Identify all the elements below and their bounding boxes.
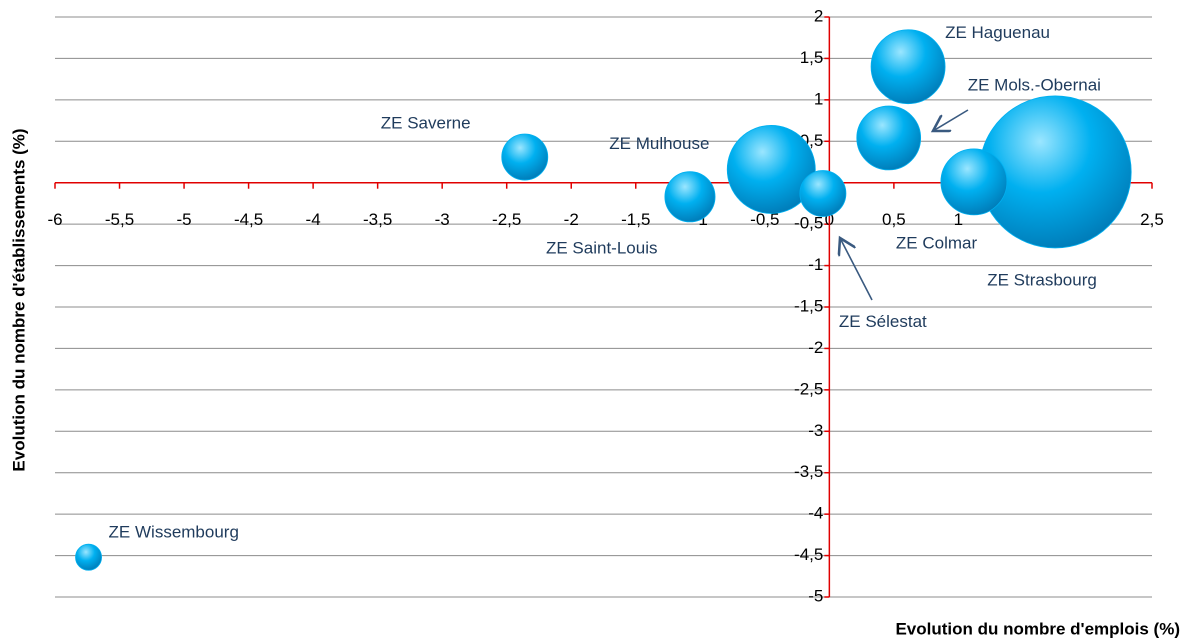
- bubble-label: ZE Strasbourg: [987, 270, 1097, 289]
- y-axis-title: Evolution du nombre d'établissements (%): [9, 128, 28, 471]
- bubble: [664, 171, 716, 223]
- arrow: [933, 109, 969, 131]
- bubble-label: ZE Wissembourg: [109, 523, 239, 542]
- y-tick-label: -2: [808, 338, 823, 357]
- y-tick-label: 1,5: [800, 48, 824, 67]
- bubble: [940, 148, 1008, 216]
- bubble: [799, 170, 847, 217]
- arrow: [840, 238, 873, 301]
- bubble-label: ZE Saint-Louis: [546, 238, 658, 257]
- x-tick-label: -0,5: [750, 210, 779, 229]
- x-tick-label: 2,5: [1140, 210, 1164, 229]
- x-axis-title: Evolution du nombre d'emplois (%): [895, 619, 1180, 638]
- x-tick-label: 1: [954, 210, 963, 229]
- bubble-label: ZE Mols.-Obernai: [968, 75, 1101, 94]
- x-tick-label: 0,5: [882, 210, 906, 229]
- y-tick-label: -5: [808, 586, 823, 605]
- x-tick-label: -6: [47, 210, 62, 229]
- x-tick-label: -3: [435, 210, 450, 229]
- y-tick-label: -4: [808, 504, 823, 523]
- x-tick-label: -2: [564, 210, 579, 229]
- y-tick-label: 2: [814, 6, 823, 25]
- x-tick-label: -4,5: [234, 210, 263, 229]
- bubble-label: ZE Mulhouse: [609, 134, 709, 153]
- y-tick-label: -1,5: [794, 296, 823, 315]
- y-tick-label: -3: [808, 421, 823, 440]
- x-tick-label: -2,5: [492, 210, 521, 229]
- bubble-label: ZE Haguenau: [945, 23, 1050, 42]
- bubble: [75, 543, 102, 571]
- x-tick-label: -5: [176, 210, 191, 229]
- x-tick-label: -4: [306, 210, 321, 229]
- y-tick-label: -4,5: [794, 545, 823, 564]
- y-tick-label: -1: [808, 255, 823, 274]
- y-tick-label: -2,5: [794, 379, 823, 398]
- plot: [75, 29, 1132, 571]
- bubble-label: ZE Sélestat: [839, 312, 927, 331]
- x-tick-label: -1,5: [621, 210, 650, 229]
- y-tick-label: -0,5: [794, 214, 823, 233]
- x-tick-label: -5,5: [105, 210, 134, 229]
- bubble-label: ZE Colmar: [896, 233, 978, 252]
- bubble: [870, 29, 946, 105]
- bubble: [856, 105, 922, 171]
- y-tick-label: 1: [814, 89, 823, 108]
- x-tick-label: -3,5: [363, 210, 392, 229]
- bubble: [726, 125, 816, 214]
- bubble: [501, 133, 549, 181]
- grid: 21,510,50-0,5-1-1,5-2-2,5-3-3,5-4-4,5-5-…: [47, 6, 1163, 605]
- y-tick-label: -3,5: [794, 462, 823, 481]
- bubble-label: ZE Saverne: [381, 114, 471, 133]
